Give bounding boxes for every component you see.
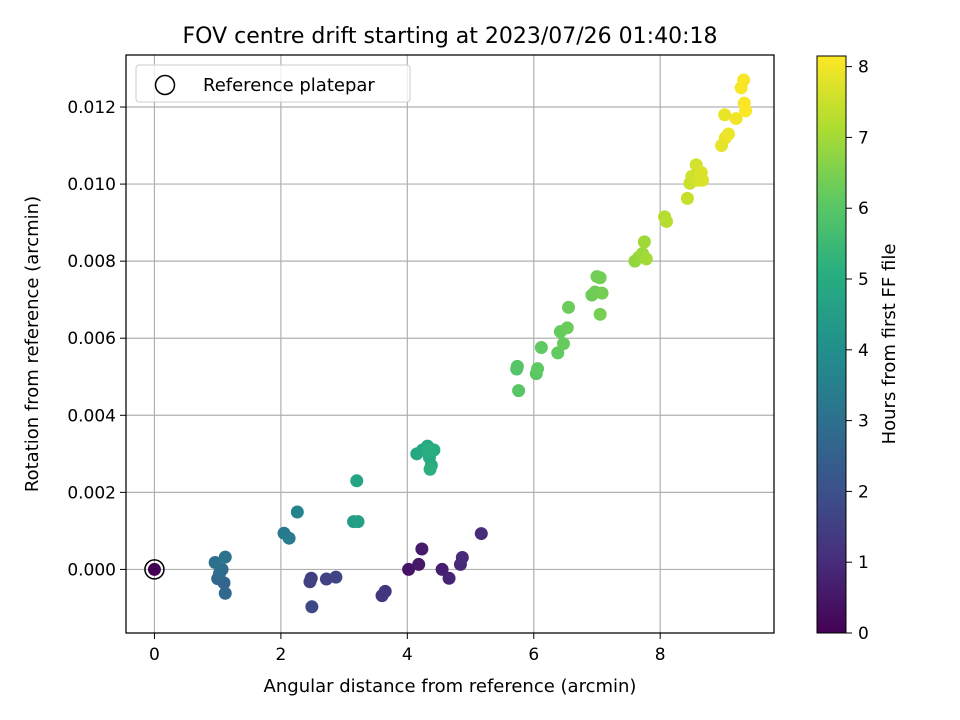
colorbar-tick-label: 6 xyxy=(858,199,869,219)
scatter-point xyxy=(208,555,222,569)
scatter-point xyxy=(351,515,365,529)
chart-title: FOV centre drift starting at 2023/07/26 … xyxy=(183,24,718,49)
gridlines xyxy=(126,55,774,633)
colorbar-ticks: 0 1 2 3 4 5 6 7 8 xyxy=(846,58,869,644)
colorbar-tick-label: 0 xyxy=(858,624,869,644)
scatter-point xyxy=(556,337,570,351)
scatter-point xyxy=(218,550,232,564)
x-tick-label: 8 xyxy=(655,645,666,665)
y-tick-label: 0.006 xyxy=(67,329,116,349)
y-tick-label: 0.010 xyxy=(67,175,116,195)
scatter-point xyxy=(660,214,674,228)
scatter-point xyxy=(510,359,524,373)
scatter-point xyxy=(415,542,429,556)
scatter-point xyxy=(290,505,304,519)
x-tick-label: 2 xyxy=(275,645,286,665)
y-axis-ticks: 0.000 0.002 0.004 0.006 0.008 0.010 0.012 xyxy=(67,98,126,580)
scatter-point xyxy=(593,307,607,321)
plot-frame xyxy=(125,54,775,634)
scatter-point xyxy=(455,550,469,564)
colorbar-tick-label: 7 xyxy=(858,128,869,148)
scatter-point xyxy=(680,191,694,205)
y-tick-label: 0.004 xyxy=(67,406,116,426)
scatter-point xyxy=(560,321,574,335)
scatter-point xyxy=(350,474,364,488)
reference-platepar-marker xyxy=(144,559,165,580)
scatter-point xyxy=(737,73,751,87)
colorbar-tick-label: 1 xyxy=(858,553,869,573)
x-tick-label: 6 xyxy=(528,645,539,665)
scatter-point xyxy=(421,443,435,457)
legend-box xyxy=(135,64,411,103)
y-tick-label: 0.012 xyxy=(67,98,116,118)
y-tick-label: 0.008 xyxy=(67,252,116,272)
scatter-point xyxy=(442,571,456,585)
scatter-point xyxy=(512,384,526,398)
legend-entry-reference-platepar: Reference platepar xyxy=(203,75,375,96)
colorbar-tick-label: 8 xyxy=(858,58,869,78)
scatter-point xyxy=(402,562,416,576)
scatter-point xyxy=(378,584,392,598)
scatter-point xyxy=(729,112,743,126)
scatter-point xyxy=(593,271,607,285)
scatter-point xyxy=(718,108,732,122)
scatter-point xyxy=(531,362,545,376)
legend: Reference platepar xyxy=(135,64,411,103)
scatter-point xyxy=(303,575,317,589)
scatter-point xyxy=(474,527,488,541)
colorbar-tick-label: 2 xyxy=(858,482,869,502)
x-tick-label: 4 xyxy=(402,645,413,665)
scatter-point xyxy=(282,531,296,545)
scatter-point xyxy=(562,300,576,314)
scatter-point xyxy=(637,235,651,249)
scatter-point xyxy=(412,557,426,571)
scatter-point xyxy=(639,252,653,266)
x-tick-label: 0 xyxy=(149,645,160,665)
data-points xyxy=(144,73,753,614)
colorbar-tick-label: 3 xyxy=(858,412,869,432)
scatter-point xyxy=(423,462,437,476)
scatter-point xyxy=(721,127,735,141)
x-axis-ticks: 0 2 4 6 8 xyxy=(149,633,666,665)
colorbar-gradient xyxy=(816,55,847,634)
scatter-point xyxy=(534,340,548,354)
y-axis-label: Rotation from reference (arcmin) xyxy=(22,196,43,492)
y-tick-label: 0.002 xyxy=(67,483,116,503)
colorbar-tick-label: 5 xyxy=(858,270,869,290)
legend-marker-reference-platepar xyxy=(154,74,176,96)
scatter-point xyxy=(147,562,161,576)
colorbar-tick-label: 4 xyxy=(858,341,869,361)
colorbar: 0 1 2 3 4 5 6 7 8 Hours from first FF file xyxy=(816,55,900,644)
scatter-point xyxy=(696,173,710,187)
colorbar-label: Hours from first FF file xyxy=(879,244,900,445)
scatter-point xyxy=(329,570,343,584)
scatter-point xyxy=(739,104,753,118)
scatter-point xyxy=(595,286,609,300)
y-tick-label: 0.000 xyxy=(67,560,116,580)
scatter-point xyxy=(435,562,449,576)
scatter-point xyxy=(218,586,232,600)
scatter-point xyxy=(305,600,319,614)
x-axis-label: Angular distance from reference (arcmin) xyxy=(264,676,637,697)
